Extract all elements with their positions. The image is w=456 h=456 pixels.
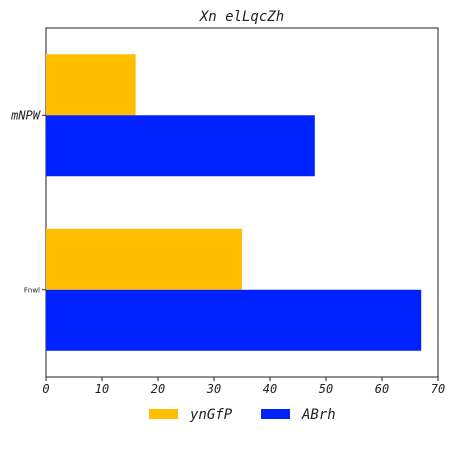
- legend: ynGfP ABrh: [149, 407, 336, 423]
- bar-ABrh-mNPW: [46, 115, 315, 177]
- legend-label-ABrh: ABrh: [301, 407, 336, 423]
- chart-title: Xn elLqcZh: [199, 9, 284, 25]
- x-tick-label: 0: [42, 382, 49, 396]
- legend-swatch-ABrh: [261, 409, 290, 419]
- bar-ABrh-Fnwl: [46, 289, 422, 351]
- legend-swatch-ynGfP: [149, 409, 178, 419]
- bar-ynGfP-Fnwl: [46, 228, 242, 290]
- x-tick-label: 20: [151, 382, 165, 396]
- x-tick-label: 40: [263, 382, 277, 396]
- y-axis: mNPW Fnwl: [10, 108, 46, 294]
- legend-label-ynGfP: ynGfP: [189, 407, 233, 423]
- x-tick-label: 50: [319, 382, 333, 396]
- bars-group: [46, 54, 422, 351]
- y-tick-label: mNPW: [10, 108, 42, 122]
- x-tick-label: 70: [431, 382, 445, 396]
- bar-ynGfP-mNPW: [46, 54, 136, 116]
- x-tick-label: 10: [95, 382, 109, 396]
- x-axis: 0 10 20 30 40 50 60 70: [42, 377, 445, 396]
- x-tick-label: 30: [206, 382, 221, 396]
- y-tick-label: Fnwl: [24, 286, 40, 294]
- plot-area: [45, 27, 439, 378]
- x-tick-label: 60: [375, 382, 389, 396]
